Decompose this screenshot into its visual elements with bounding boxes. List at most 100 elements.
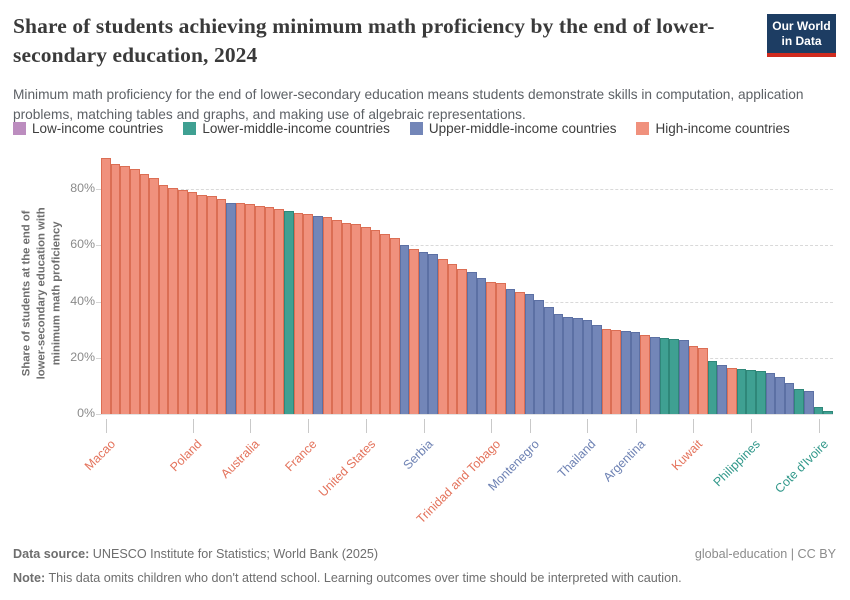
bar[interactable]	[804, 391, 814, 414]
footer-license-link[interactable]: global-education | CC BY	[694, 547, 836, 561]
bar[interactable]	[390, 238, 400, 414]
bar[interactable]	[669, 339, 679, 414]
plot-area	[101, 150, 833, 415]
bar[interactable]	[342, 223, 351, 414]
bar[interactable]	[756, 371, 766, 414]
bar[interactable]	[274, 209, 284, 414]
bar[interactable]	[631, 332, 640, 414]
bar[interactable]	[284, 211, 294, 414]
bar[interactable]	[775, 377, 785, 414]
bar[interactable]	[583, 320, 592, 414]
bar[interactable]	[438, 259, 448, 414]
bar[interactable]	[120, 166, 130, 414]
bar[interactable]	[245, 204, 255, 414]
x-tick-mark	[587, 419, 588, 433]
x-tick-mark	[693, 419, 694, 433]
legend: Low-income countries Lower-middle-income…	[13, 121, 810, 136]
bar[interactable]	[178, 190, 188, 414]
bar[interactable]	[255, 206, 265, 414]
bar[interactable]	[140, 174, 149, 414]
owid-logo-line2: in Data	[781, 34, 822, 48]
bar[interactable]	[428, 254, 438, 414]
bar[interactable]	[400, 245, 409, 414]
legend-item-high-income[interactable]: High-income countries	[636, 121, 790, 136]
bar[interactable]	[159, 185, 168, 414]
bar[interactable]	[746, 370, 756, 414]
bar[interactable]	[217, 199, 226, 414]
bar[interactable]	[814, 407, 823, 414]
x-tick-mark	[491, 419, 492, 433]
bar[interactable]	[717, 365, 727, 414]
bar[interactable]	[640, 335, 650, 414]
y-tick-mark	[96, 301, 101, 303]
bar[interactable]	[371, 230, 380, 414]
bar[interactable]	[496, 283, 506, 414]
bar[interactable]	[303, 214, 313, 414]
bar[interactable]	[101, 158, 111, 414]
bar[interactable]	[457, 269, 467, 414]
x-tick-label: Argentina	[600, 437, 648, 485]
bar[interactable]	[236, 203, 245, 414]
bar[interactable]	[477, 278, 486, 414]
bar[interactable]	[448, 264, 457, 414]
x-tick-mark	[751, 419, 752, 433]
bar[interactable]	[544, 307, 554, 414]
bar[interactable]	[323, 217, 332, 414]
bar[interactable]	[525, 294, 534, 414]
bar[interactable]	[361, 227, 371, 414]
owid-logo[interactable]: Our World in Data	[767, 14, 836, 57]
bar[interactable]	[785, 383, 794, 414]
bar[interactable]	[486, 282, 496, 414]
bar[interactable]	[660, 338, 669, 414]
bar[interactable]	[689, 346, 698, 414]
bar[interactable]	[708, 361, 717, 414]
bar[interactable]	[611, 330, 621, 414]
bar[interactable]	[737, 369, 746, 414]
bar[interactable]	[265, 207, 274, 414]
bar[interactable]	[188, 192, 197, 414]
bar[interactable]	[506, 289, 515, 414]
bar[interactable]	[130, 169, 140, 414]
bar[interactable]	[823, 411, 833, 414]
footer-note-text: This data omits children who don't atten…	[45, 571, 682, 585]
footer-source-label: Data source:	[13, 547, 90, 561]
legend-item-upper-middle-income[interactable]: Upper-middle-income countries	[409, 121, 617, 136]
bar[interactable]	[111, 164, 120, 414]
y-tick-mark	[96, 189, 101, 190]
footer-source-text: UNESCO Institute for Statistics; World B…	[89, 547, 379, 561]
bar[interactable]	[563, 317, 573, 414]
bar[interactable]	[515, 292, 525, 414]
legend-item-low-income[interactable]: Low-income countries	[13, 121, 163, 136]
bar[interactable]	[534, 300, 544, 414]
bar[interactable]	[351, 224, 361, 414]
bar[interactable]	[766, 373, 775, 414]
page-title: Share of students achieving minimum math…	[13, 14, 715, 67]
x-tick-mark	[250, 419, 251, 433]
bar[interactable]	[409, 249, 419, 414]
bar[interactable]	[592, 325, 602, 414]
legend-item-lower-middle-income[interactable]: Lower-middle-income countries	[183, 121, 390, 136]
legend-swatch-low-income	[13, 122, 26, 135]
bar[interactable]	[467, 272, 477, 414]
bar[interactable]	[602, 329, 611, 414]
bar[interactable]	[573, 318, 583, 414]
bar[interactable]	[380, 234, 390, 414]
bar[interactable]	[554, 314, 563, 414]
bar[interactable]	[679, 340, 689, 414]
legend-label: Upper-middle-income countries	[428, 121, 617, 136]
x-tick-mark	[636, 419, 637, 433]
bar[interactable]	[197, 195, 207, 414]
bar[interactable]	[294, 213, 303, 414]
bar[interactable]	[650, 337, 660, 414]
bar[interactable]	[698, 348, 708, 414]
bar[interactable]	[313, 216, 323, 414]
bar[interactable]	[794, 389, 804, 414]
bar[interactable]	[207, 196, 217, 414]
bar[interactable]	[168, 188, 178, 414]
bar[interactable]	[226, 203, 236, 414]
bar[interactable]	[621, 331, 631, 414]
bar[interactable]	[727, 368, 737, 414]
bar[interactable]	[332, 220, 342, 414]
bar[interactable]	[419, 252, 428, 414]
bar[interactable]	[149, 178, 159, 414]
